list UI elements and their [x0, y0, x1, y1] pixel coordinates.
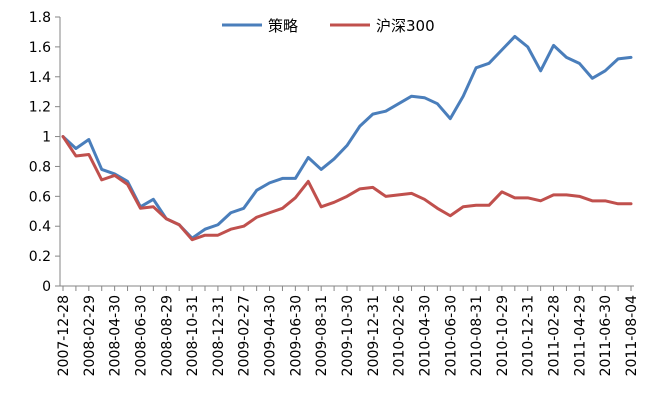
legend-label-1: 策略	[268, 17, 298, 35]
x-tick-label: 2011-08-04	[624, 295, 640, 376]
x-tick-label: 2009-10-30	[340, 295, 356, 376]
y-tick-label: 0.8	[29, 159, 51, 175]
x-tick-label: 2010-08-31	[469, 295, 485, 376]
x-tick-label: 2008-02-29	[82, 295, 98, 376]
x-tick-label: 2008-04-30	[108, 295, 124, 376]
series-line-1	[61, 34, 633, 240]
y-tick-label: 1.8	[29, 10, 51, 26]
x-tick-label: 2011-06-30	[598, 295, 614, 376]
x-tick-label: 2010-12-31	[521, 295, 537, 376]
y-tick-label: 1.4	[29, 70, 51, 86]
y-tick-label: 0.6	[29, 189, 51, 205]
x-tick-label: 2009-02-27	[237, 295, 253, 376]
y-tick-label: 0.2	[29, 249, 51, 265]
x-tick-label: 2010-06-30	[443, 295, 459, 376]
series-line-2	[61, 135, 633, 242]
x-tick-label: 2007-12-28	[56, 295, 72, 376]
x-tick-label: 2009-04-30	[263, 295, 279, 376]
x-tick-label: 2008-12-31	[211, 295, 227, 376]
x-tick-label: 2008-08-29	[159, 295, 175, 376]
y-tick-label: 0.4	[29, 219, 51, 235]
y-axis-ticks: 0 0.2 0.4 0.6 0.8 1 1.2 1.4 1.6 1.8	[29, 10, 60, 295]
x-axis-ticks: 2007-12-28 2008-02-29 2008-04-30 2008-06-30…	[56, 286, 640, 376]
x-tick-label: 2011-02-28	[547, 295, 563, 376]
x-tick-label: 2008-10-31	[185, 295, 201, 376]
legend: 策略 沪深300	[222, 17, 435, 35]
y-tick-label: 0	[42, 279, 51, 295]
x-tick-label: 2011-04-29	[572, 295, 588, 376]
x-tick-label: 2009-08-31	[314, 295, 330, 376]
y-tick-label: 1.2	[29, 100, 51, 116]
x-tick-label: 2009-12-31	[366, 295, 382, 376]
x-tick-label: 2010-10-29	[495, 295, 511, 376]
y-tick-label: 1	[42, 130, 51, 146]
x-tick-label: 2010-04-30	[417, 295, 433, 376]
x-tick-label: 2008-06-30	[133, 295, 149, 376]
series-layer	[61, 34, 633, 242]
x-tick-label: 2009-06-30	[288, 295, 304, 376]
y-tick-label: 1.6	[29, 40, 51, 56]
legend-label-2: 沪深300	[376, 17, 435, 35]
x-tick-label: 2010-02-26	[392, 295, 408, 376]
